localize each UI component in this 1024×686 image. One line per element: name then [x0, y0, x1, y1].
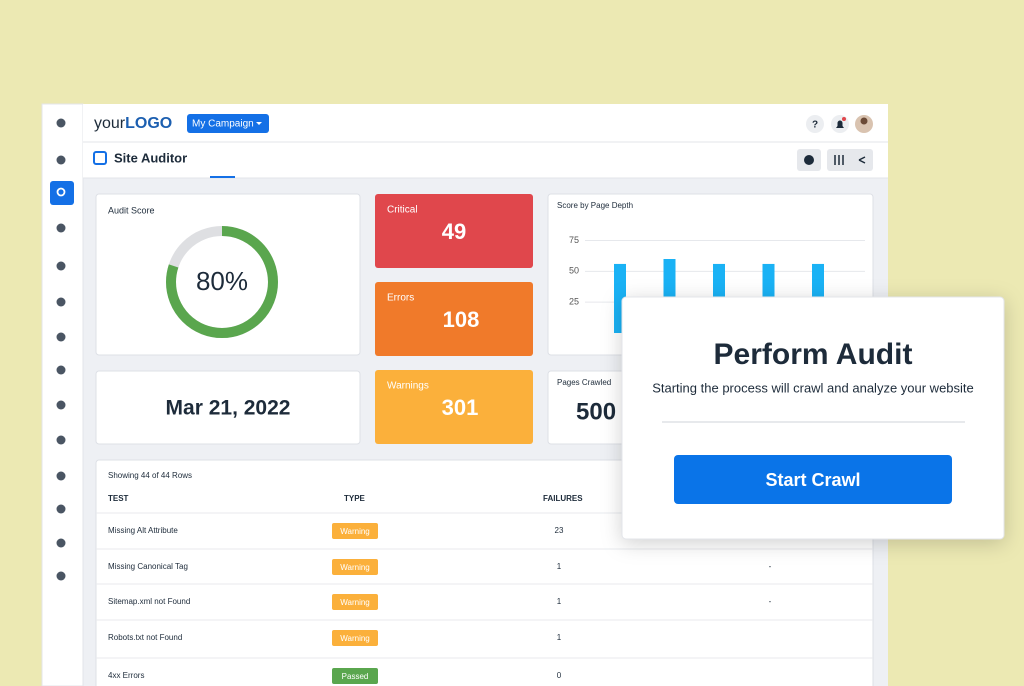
card-value: 108	[443, 307, 480, 332]
score-card	[95, 193, 361, 356]
test-name: Robots.txt not Found	[108, 633, 182, 642]
table: TEST TYPE FAILURES Missing Alt Attribute War…	[96, 494, 873, 684]
card-label: Pages Crawled	[557, 378, 611, 387]
modal-title: Perform Audit	[714, 338, 913, 371]
caret	[256, 122, 262, 125]
help-button[interactable]	[806, 115, 824, 133]
type-badge	[332, 523, 378, 539]
type-badge	[332, 559, 378, 575]
warnings-card	[375, 370, 533, 444]
type-badge	[332, 594, 378, 610]
info-icon	[804, 155, 814, 165]
campaign-label: My Campaign	[192, 119, 254, 130]
failures: 1	[557, 633, 562, 642]
nav-icon[interactable]	[56, 332, 66, 342]
y-tick-label: 25	[569, 297, 579, 307]
settings-icon	[834, 155, 844, 165]
sidebar-icons	[50, 118, 74, 581]
nav-icon[interactable]	[56, 538, 66, 548]
column-header: TYPE	[344, 494, 366, 503]
logo: yourLOGO	[94, 115, 172, 132]
help-icon: ?	[812, 120, 818, 131]
type-label: Warning	[340, 563, 370, 572]
column-header: FAILURES	[543, 494, 583, 503]
nav-icon[interactable]	[56, 365, 66, 375]
logo-bold: LOGO	[125, 115, 172, 132]
errors-card	[375, 282, 533, 356]
type-badge	[332, 668, 378, 684]
nav-active[interactable]	[50, 181, 74, 205]
start-crawl-button[interactable]	[674, 455, 952, 504]
table-summary: Showing 44 of 44 Rows	[108, 471, 192, 480]
page-title: Site Auditor	[114, 150, 187, 165]
nav-icon[interactable]	[56, 297, 66, 307]
card-value: 49	[442, 219, 466, 244]
test-name: Sitemap.xml not Found	[108, 597, 190, 606]
modal-subtitle: Starting the process will crawl and anal…	[652, 380, 974, 395]
bell-icon	[836, 120, 844, 128]
crawl-date: Mar 21, 2022	[166, 397, 291, 420]
campaign-button[interactable]	[187, 114, 269, 133]
type-label: Warning	[340, 598, 370, 607]
nav-icon[interactable]	[56, 571, 66, 581]
card-label: Warnings	[387, 381, 429, 392]
nav-icon[interactable]	[56, 155, 66, 165]
extra: -	[769, 597, 772, 606]
date-card	[95, 370, 361, 445]
share-icon	[858, 156, 866, 164]
nav-icon[interactable]	[56, 435, 66, 445]
logo-prefix: your	[94, 115, 126, 132]
nav-icon[interactable]	[56, 261, 66, 271]
critical-card	[375, 194, 533, 268]
nav-icon[interactable]	[56, 118, 66, 128]
test-name: 4xx Errors	[108, 671, 144, 680]
failures: 23	[555, 526, 564, 535]
failures: 0	[557, 671, 562, 680]
nav-icon	[56, 187, 66, 197]
chart-title: Score by Page Depth	[557, 201, 633, 210]
nav-icon[interactable]	[56, 223, 66, 233]
column-header: TEST	[108, 494, 129, 503]
badge	[842, 117, 846, 121]
card-title: Audit Score	[108, 205, 155, 215]
test-name: Missing Canonical Tag	[108, 562, 188, 571]
score-label: 80%	[196, 266, 248, 296]
type-label: Warning	[340, 634, 370, 643]
type-label: Warning	[340, 527, 370, 536]
failures: 1	[557, 597, 562, 606]
card-label: Errors	[387, 293, 414, 304]
y-tick-label: 75	[569, 235, 579, 245]
auditor-icon	[93, 151, 107, 165]
test-name: Missing Alt Attribute	[108, 526, 178, 535]
y-tick-label: 50	[569, 266, 579, 276]
tool-buttons[interactable]	[827, 149, 873, 171]
nav-icon[interactable]	[56, 504, 66, 514]
extra: -	[769, 562, 772, 571]
type-label: Passed	[342, 672, 369, 681]
nav-icon[interactable]	[56, 471, 66, 481]
button-label: Start Crawl	[765, 470, 860, 490]
failures: 1	[557, 562, 562, 571]
type-badge	[332, 630, 378, 646]
nav-icon[interactable]	[56, 400, 66, 410]
card-label: Critical	[387, 205, 418, 216]
card-value: 500	[576, 398, 616, 425]
avatar-head	[860, 117, 868, 125]
donut-arc	[166, 226, 278, 338]
card-value: 301	[442, 395, 479, 420]
